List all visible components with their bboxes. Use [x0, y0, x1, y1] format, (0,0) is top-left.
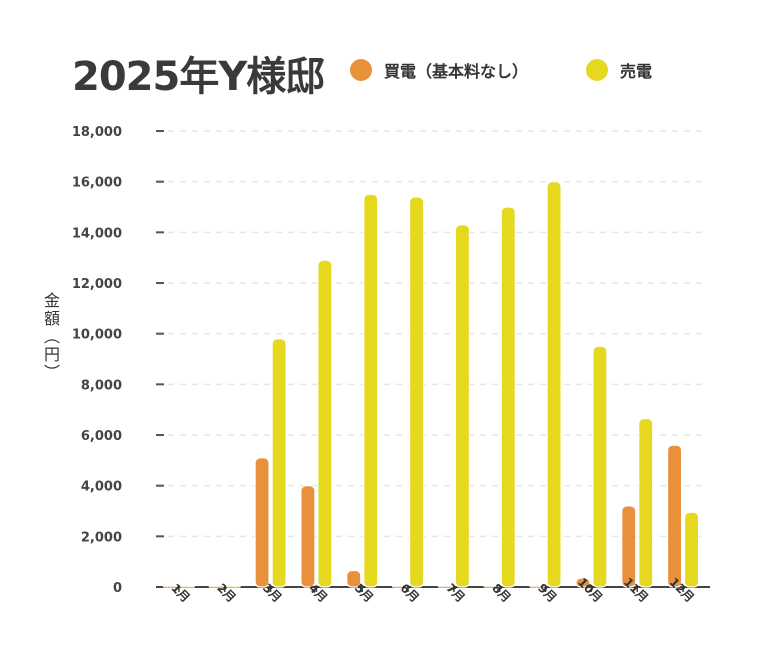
bar-buy-2 [208, 584, 224, 588]
bar-sell-1 [179, 584, 196, 588]
legend-swatch-buy [350, 59, 372, 81]
bar-buy-9 [529, 584, 545, 588]
bar-sell-9 [546, 181, 562, 588]
y-tick-label: 6,000 [81, 429, 122, 444]
y-tick-label: 12,000 [72, 277, 122, 292]
legend-label-sell: 売電 [620, 62, 653, 81]
bar-buy-10 [575, 577, 591, 588]
legend-label-buy: 買電（基本料なし） [384, 62, 529, 81]
bar-sell-4 [317, 259, 333, 588]
y-tick-label: 8,000 [81, 378, 122, 393]
bar-buy-4 [300, 485, 316, 588]
y-tick-label: 16,000 [72, 176, 122, 191]
bar-buy-8 [483, 584, 499, 588]
bar-buy-11 [621, 505, 637, 588]
legend-item-sell: 売電 [586, 58, 652, 82]
y-tick-label: 2,000 [81, 530, 122, 545]
bar-sell-11 [638, 417, 654, 588]
bar-buy-12 [666, 444, 683, 588]
bar-sell-5 [363, 193, 379, 588]
bar-buy-1 [162, 584, 179, 588]
legend-item-buy: 買電（基本料なし） [350, 58, 528, 82]
bar-sell-10 [592, 345, 608, 588]
legend-swatch-sell [586, 59, 608, 81]
bar-buy-3 [254, 457, 270, 588]
x-tick-label: 2月 [214, 581, 238, 605]
y-tick-label: 10,000 [72, 328, 122, 343]
bar-buy-7 [437, 584, 454, 588]
bar-sell-2 [225, 584, 241, 588]
bar-sell-8 [500, 206, 516, 588]
bar-sell-3 [271, 338, 287, 588]
bar-sell-7 [454, 224, 471, 588]
y-tick-label: 4,000 [81, 480, 122, 495]
bar-sell-12 [683, 511, 700, 588]
chart-title: 2025年Y様邸 [72, 54, 325, 100]
bar-buy-6 [391, 584, 408, 588]
y-tick-label: 18,000 [72, 125, 122, 140]
y-tick-label: 14,000 [72, 226, 122, 241]
bar-buy-5 [346, 569, 362, 588]
y-tick-label: 0 [113, 581, 122, 596]
x-tick-label: 1月 [168, 581, 192, 605]
bar-sell-6 [408, 196, 425, 588]
y-axis-label: 金額（円） [41, 292, 60, 382]
